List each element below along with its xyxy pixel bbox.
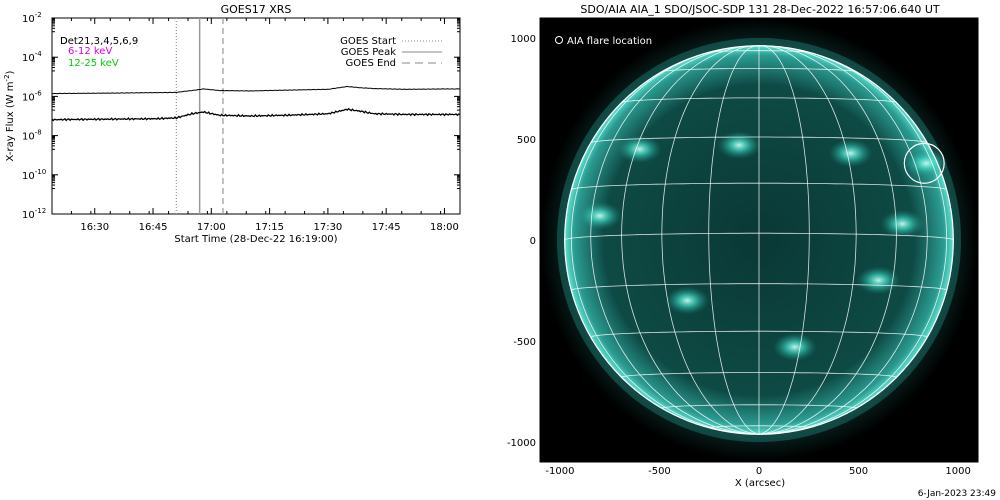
y-tick-base: 10 (22, 14, 35, 25)
y-tick-base: 10 (22, 132, 35, 143)
latitude-line (621, 97, 897, 103)
latitude-line (621, 372, 897, 378)
y-tick-exponent: -4 (35, 50, 43, 58)
active-region-2 (717, 131, 762, 160)
y-tick-label: 10-4 (22, 50, 42, 64)
y-tick-base: 10 (22, 171, 35, 182)
image-title: SDO/AIA AIA_1 SDO/JSOC-SDP 131 28-Dec-20… (580, 3, 939, 16)
x-tick-label: 1000 (945, 466, 970, 477)
latitude-line (661, 68, 857, 73)
y-axis-label-close: ) (5, 70, 16, 74)
x-tick-label: 16:45 (139, 222, 168, 233)
y-tick-exponent: -6 (35, 89, 43, 97)
legend-left-entry-2: 6-12 keV (68, 46, 112, 57)
x-axis-label: X (arcsec) (735, 478, 785, 489)
x-tick-label: -500 (648, 466, 671, 477)
y-axis: 1000 500 0 -500 -1000 (507, 34, 978, 449)
y-tick-exponent: -2 (35, 11, 42, 19)
x-tick-label: 500 (849, 466, 868, 477)
y-tick-label: 10-12 (22, 207, 46, 221)
flare-location (903, 142, 945, 184)
x-axis: 16:30 16:45 17:00 17:15 17:30 17:45 18:00 (51, 18, 461, 233)
y-tick-label: 1000 (511, 34, 536, 45)
limb-circle (564, 45, 954, 435)
x-tick-label: 17:45 (372, 222, 401, 233)
latitude-line (571, 182, 947, 190)
latitude-line (564, 232, 954, 241)
y-tick-exponent: -10 (35, 168, 46, 176)
legend-right-label-2: GOES End (346, 58, 396, 69)
flare-circle (903, 142, 945, 184)
latitude-line (661, 404, 857, 409)
y-tick-label: 10-6 (22, 89, 42, 103)
latitude-line (590, 330, 928, 338)
y-tick-base: 10 (22, 210, 35, 221)
legend-left-entry-1: Det21,3,4,5,6,9 (60, 36, 138, 47)
x-tick-label: 17:15 (255, 222, 284, 233)
active-region-0 (904, 149, 949, 178)
heliographic-grid (564, 45, 954, 435)
legend-left-entry-0: D (60, 36, 68, 47)
active-region-5 (665, 286, 710, 315)
active-region-3 (828, 139, 873, 168)
active-region-6 (772, 332, 817, 361)
chart-title: GOES17 XRS (221, 3, 292, 16)
y-tick-base: 10 (22, 53, 35, 64)
y-tick-label: 10-2 (22, 11, 42, 25)
series-line-0 (52, 85, 460, 95)
aia-image-panel: SDO/AIA AIA_1 SDO/JSOC-SDP 131 28-Dec-20… (507, 3, 996, 499)
y-tick-exponent: -8 (35, 129, 42, 137)
x-tick-label: 16:30 (80, 222, 109, 233)
y-axis-label-main: X-ray Flux (W m (5, 81, 16, 161)
goes-time-markers (175, 18, 224, 214)
x-tick-label: 18:00 (430, 222, 459, 233)
x-tick-label: 0 (756, 466, 762, 477)
series-line-1 (52, 107, 460, 122)
latitude-line (708, 425, 810, 428)
legend-circle-icon (555, 36, 563, 44)
x-axis: -1000 -500 0 500 1000 (545, 18, 971, 477)
x-tick-label: 17:00 (197, 222, 226, 233)
y-axis-label: X-ray Flux (W m-2) (3, 70, 16, 161)
active-region-8 (856, 266, 901, 295)
x-tick-label: -1000 (545, 466, 574, 477)
latitude-line (590, 136, 928, 144)
y-tick-label: 10-8 (22, 129, 42, 143)
latitude-line (708, 50, 810, 53)
y-axis-label-sup: -2 (3, 74, 11, 81)
active-region-7 (577, 201, 622, 230)
legend-text: AIA flare location (567, 36, 652, 47)
legend-right-label-0: GOES Start (340, 36, 396, 47)
y-tick-label: -500 (513, 337, 536, 348)
latitude-line (570, 283, 948, 291)
legend-right-label-1: GOES Peak (341, 47, 396, 58)
legend: AIA flare location (555, 36, 652, 47)
y-tick-base: 10 (22, 92, 35, 103)
legend-left-entry-3: 12-25 keV (68, 58, 119, 69)
y-tick-label: 500 (517, 135, 536, 146)
plot-frame (51, 17, 461, 215)
series-group (52, 85, 460, 122)
y-tick-label: 10-10 (22, 168, 46, 182)
y-tick-exponent: -12 (35, 207, 46, 215)
active-region-4 (880, 209, 925, 238)
y-tick-label: -1000 (507, 438, 536, 449)
y-tick-label: 0 (530, 236, 536, 247)
x-axis-label: Start Time (28-Dec-22 16:19:00) (174, 234, 337, 245)
image-area (540, 18, 978, 462)
active-region-1 (617, 135, 662, 164)
footer-timestamp: 6-Jan-2023 23:49 (918, 489, 997, 499)
x-tick-label: 17:30 (313, 222, 342, 233)
